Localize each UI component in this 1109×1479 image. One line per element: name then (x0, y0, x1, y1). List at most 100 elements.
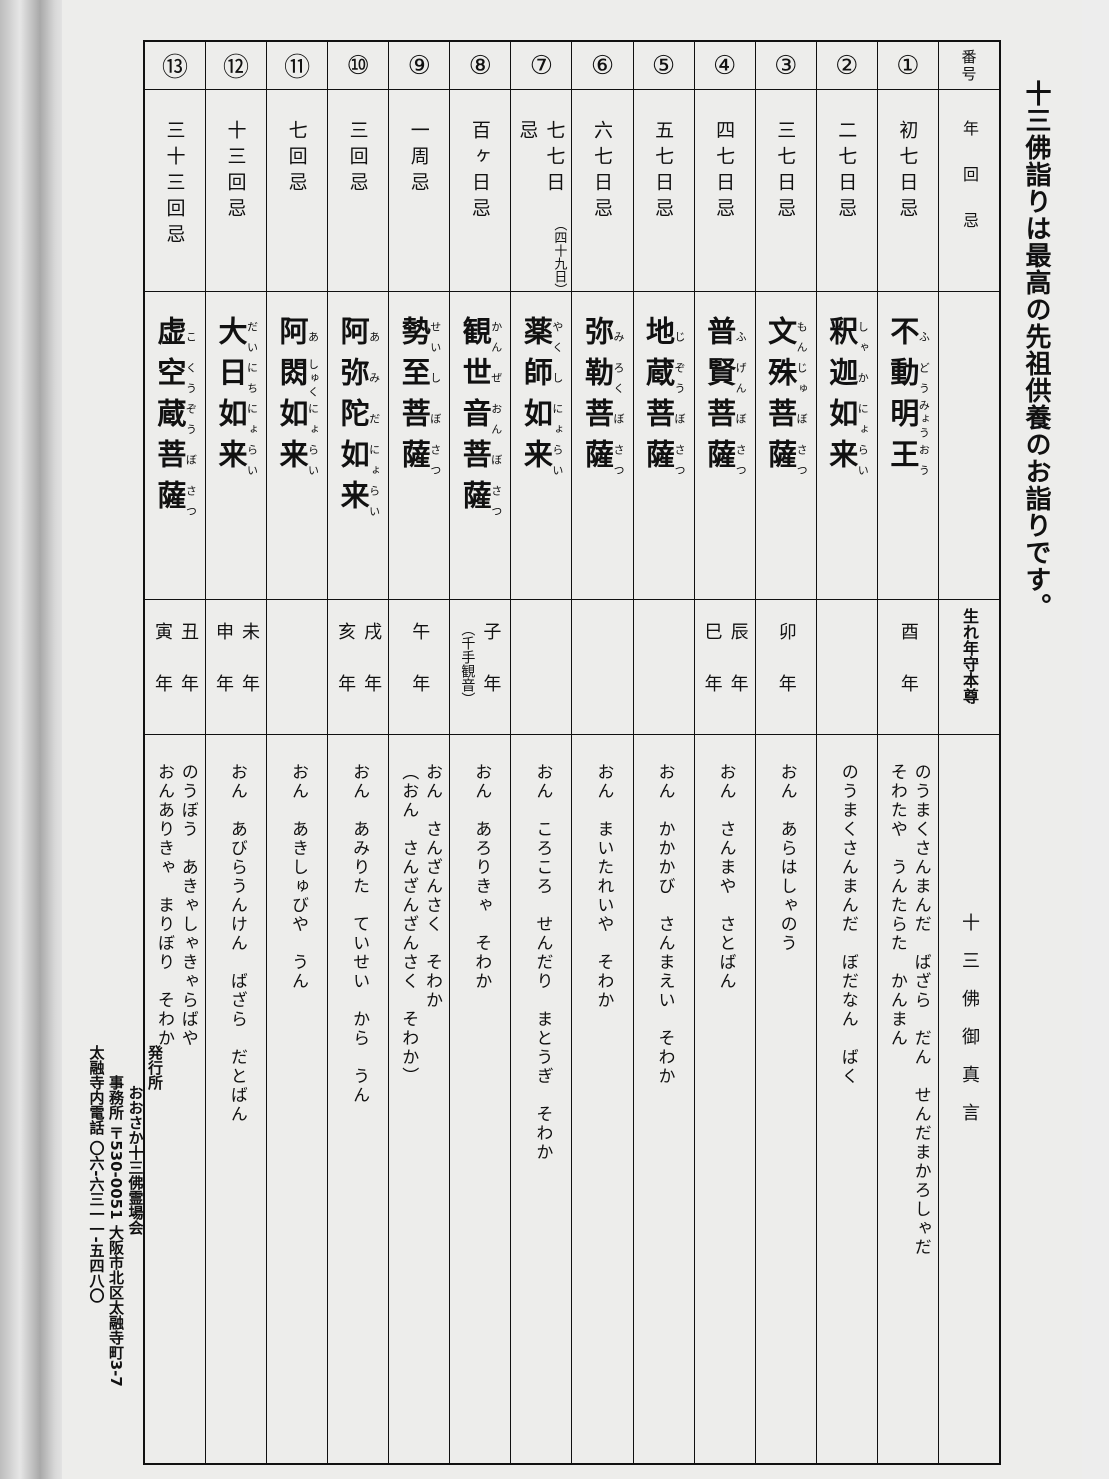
honzon-kanji: 薩 (702, 439, 737, 480)
honzon-kanji: 来 (213, 439, 248, 480)
honzon-kanji: 如 (275, 398, 310, 439)
furigana: だい (245, 316, 259, 357)
honzon-kanji: 薩 (641, 439, 676, 480)
nenkaiki-cell: 三十三回忌 (144, 90, 205, 292)
buddha-column: ⑥ 六七日忌 弥み勒ろく菩ぼ薩さつ おん まいたれいや そわか (571, 42, 633, 1463)
furigana: おう (917, 439, 931, 480)
publisher-info: 発行所 おおさか十三佛霊場会 事務所 〒530-0051 大阪市北区太融寺町3-… (86, 1045, 165, 1387)
honzon-kanji: 陀 (336, 398, 371, 439)
mantra-line: のうぼう あきゃしゃきゃらばや (177, 763, 198, 1048)
honzon-kanji: 虚 (152, 316, 187, 357)
furigana: らい (245, 439, 259, 480)
row-number: ⑦ (529, 50, 554, 81)
honzon-char: 薩さつ (153, 480, 198, 521)
honzon-kanji: 如 (336, 439, 371, 480)
buddha-column: ⑦ 七七日忌 （四十九日） 薬やく師し如にょ来らい おん ころころ せんだり まとうぎ … (510, 42, 572, 1463)
furigana: しゅく (306, 357, 320, 398)
birth-year-cell: 子年 （千手観音） (450, 600, 511, 735)
header-birth-year: 生れ年守本尊 (959, 608, 979, 704)
mantra-line: おん あみりた ていせい から うん (349, 763, 370, 1105)
birth-year: 子年 (480, 622, 502, 726)
honzon-name: 不ふ動どう明みょう王おう (885, 316, 931, 599)
honzon-kanji: 地 (641, 316, 676, 357)
honzon-cell: 阿あ閦しゅく如にょ来らい (267, 292, 328, 600)
honzon-cell: 文もん殊じゅ菩ぼ薩さつ (755, 292, 816, 600)
birth-year-cell (816, 600, 877, 735)
mantra-cell: おん あみりた ていせい から うん (328, 735, 388, 1463)
row-number: ③ (774, 50, 798, 81)
row-number: ⑤ (651, 50, 676, 81)
honzon-kanji: 阿 (275, 316, 310, 357)
honzon-char: 薩さつ (458, 480, 503, 521)
mantra: おん さんまや さとばん (713, 763, 737, 1463)
nenkaiki-cell: 三七日忌 (755, 90, 816, 292)
header-mantra: 十三佛御真言 (958, 913, 980, 1141)
furigana: もん (795, 316, 809, 357)
furigana: さつ (673, 439, 687, 480)
row-number: ④ (712, 50, 737, 81)
nenkaiki: 初七日忌 (894, 120, 921, 291)
birth-year: 丑年 (177, 622, 199, 726)
honzon-char: 薩さつ (397, 439, 442, 480)
honzon-kanji: 来 (824, 439, 859, 480)
honzon-char: 大だい (214, 316, 259, 357)
furigana: ぜ (489, 357, 503, 398)
honzon-name: 文もん殊じゅ菩ぼ薩さつ (764, 316, 809, 599)
page-title: 十三佛詣りは最高の先祖供養のお詣りです。 (1021, 80, 1051, 620)
furigana: しゃ (856, 316, 870, 357)
nenkaiki: 百ヶ日忌 (467, 120, 494, 291)
honzon-name: 普ふ賢げん菩ぼ薩さつ (702, 316, 748, 599)
birth-year: 辰年 (727, 622, 749, 726)
number-cell: ⑧ (450, 42, 511, 90)
nenkaiki-text: 初七日忌 (896, 120, 919, 224)
number-cell: ⑤ (633, 42, 694, 90)
furigana: ふ (917, 316, 931, 357)
birth-year-cell: 午年 (389, 600, 450, 735)
honzon-char: 空くう (152, 357, 198, 398)
furigana: あ (306, 316, 320, 357)
honzon-name: 地じ蔵ぞう菩ぼ薩さつ (641, 316, 687, 599)
mantra: おん ころころ せんだり まとうぎ そわか (530, 763, 554, 1463)
mantra-line: おん まいたれいや そわか (593, 763, 614, 1010)
furigana: ぼ (428, 398, 442, 439)
nenkaiki-text: 六七日忌 (590, 120, 613, 224)
honzon-kanji: 薩 (397, 439, 432, 480)
number-cell: ② (816, 42, 877, 90)
number-cell: ⑬ (144, 42, 205, 90)
furigana: ぼ (489, 439, 503, 480)
mantra-line: おん あびらうんけん ばざら だとばん (226, 763, 247, 1124)
furigana: さつ (611, 439, 625, 480)
honzon-char: 世ぜ (458, 357, 503, 398)
honzon-char: 如にょ (825, 398, 870, 439)
honzon-kanji: 王 (885, 439, 920, 480)
nenkaiki: 三七日忌 (772, 120, 799, 291)
honzon-char: 迦か (825, 357, 870, 398)
honzon-kanji: 蔵 (152, 398, 187, 439)
honzon-char: 来らい (824, 439, 870, 480)
mantra-line: そわたや うんたらた かんまん (886, 763, 907, 1048)
nenkaiki: 七七日忌 （四十九日） (514, 120, 568, 296)
publisher-name: おおさか十三佛霊場会 (126, 1085, 145, 1235)
header-nenkaiki-cell: 年回忌 (938, 90, 999, 292)
furigana: さつ (795, 439, 809, 480)
mantra-line: のうまくさんまんだ ぼだなん ばく (837, 763, 858, 1086)
honzon-char: 師し (519, 357, 564, 398)
furigana: かん (489, 316, 503, 357)
honzon-char: 菩ぼ (764, 398, 809, 439)
mantra: おん あきしゅびや うん (285, 763, 309, 1463)
honzon-kanji: 勢 (397, 316, 432, 357)
mantra-line: のうまくさんまんだ ばざら だん せんだまかろしゃだ (910, 763, 931, 1257)
mantra: おん あびらうんけん ばざら だとばん (224, 763, 248, 1463)
mantra-cell: のうまくさんまんだ ぼだなん ばく (817, 735, 877, 1463)
furigana: せい (428, 316, 442, 357)
honzon-char: 如にょ (214, 398, 259, 439)
furigana: ぞう (673, 357, 687, 398)
furigana: ぼ (673, 398, 687, 439)
honzon-kanji: 弥 (580, 316, 615, 357)
nenkaiki-text: 七回忌 (285, 120, 308, 198)
nenkaiki: 三回忌 (345, 120, 372, 291)
buddha-column: ⑨ 一周忌 勢せい至し菩ぼ薩さつ 午年 おん さんざんさく そわか （おん さんざんざんさ… (388, 42, 450, 1463)
honzon-kanji: 菩 (641, 398, 676, 439)
honzon-kanji: 空 (152, 357, 187, 398)
mantra-line: おん あきしゅびや うん (288, 763, 308, 991)
